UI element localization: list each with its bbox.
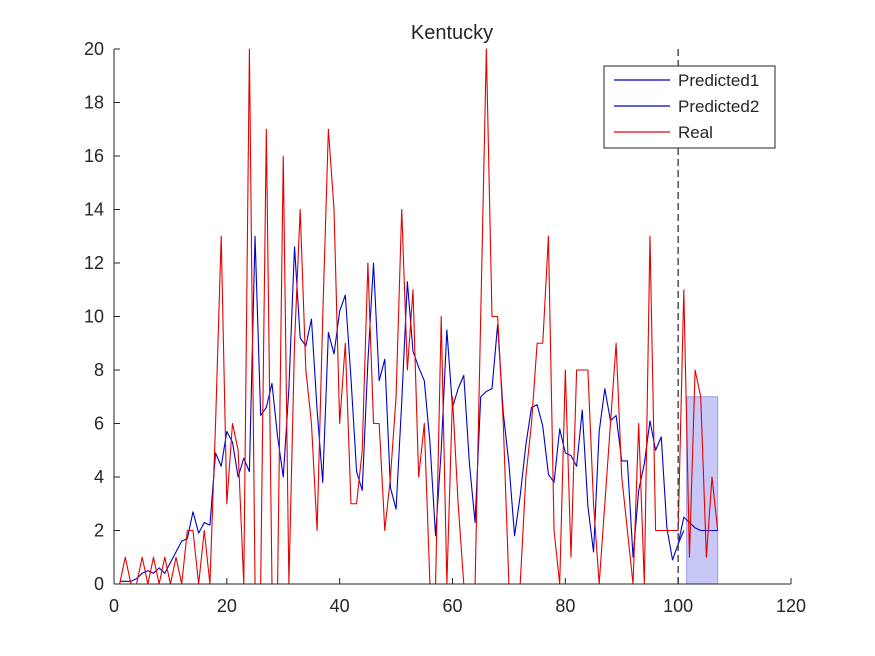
x-tick-label: 80	[555, 596, 575, 616]
y-tick-label: 10	[84, 307, 104, 327]
series-line-predicted1	[119, 235, 685, 582]
x-tick-label: 20	[217, 596, 237, 616]
x-tick-label: 60	[442, 596, 462, 616]
plot-area	[119, 48, 719, 585]
axes: 0 20 40 60 80 100 120 0 2 4 6 8 10 12 14 16 18 20	[84, 39, 806, 616]
y-tick-label: 18	[84, 93, 104, 113]
series-line-real	[119, 48, 719, 585]
y-tick-label: 2	[94, 521, 104, 541]
x-tick-label: 120	[776, 596, 806, 616]
y-tick-label: 12	[84, 253, 104, 273]
y-tick-label: 8	[94, 360, 104, 380]
x-tick-label: 0	[109, 596, 119, 616]
y-tick-label: 20	[84, 39, 104, 59]
legend-label-predicted1: Predicted1	[678, 71, 759, 90]
chart-title: Kentucky	[411, 22, 493, 44]
x-tick-label: 100	[663, 596, 693, 616]
x-tick-label: 40	[330, 596, 350, 616]
legend: Predicted1 Predicted2 Real	[603, 65, 776, 149]
y-tick-label: 14	[84, 200, 104, 220]
y-tick-label: 4	[94, 467, 104, 487]
series-line-predicted2	[677, 516, 718, 544]
y-tick-label: 0	[94, 574, 104, 594]
y-tick-label: 16	[84, 146, 104, 166]
y-tick-label: 6	[94, 414, 104, 434]
legend-label-predicted2: Predicted2	[678, 97, 759, 116]
legend-label-real: Real	[678, 123, 713, 142]
